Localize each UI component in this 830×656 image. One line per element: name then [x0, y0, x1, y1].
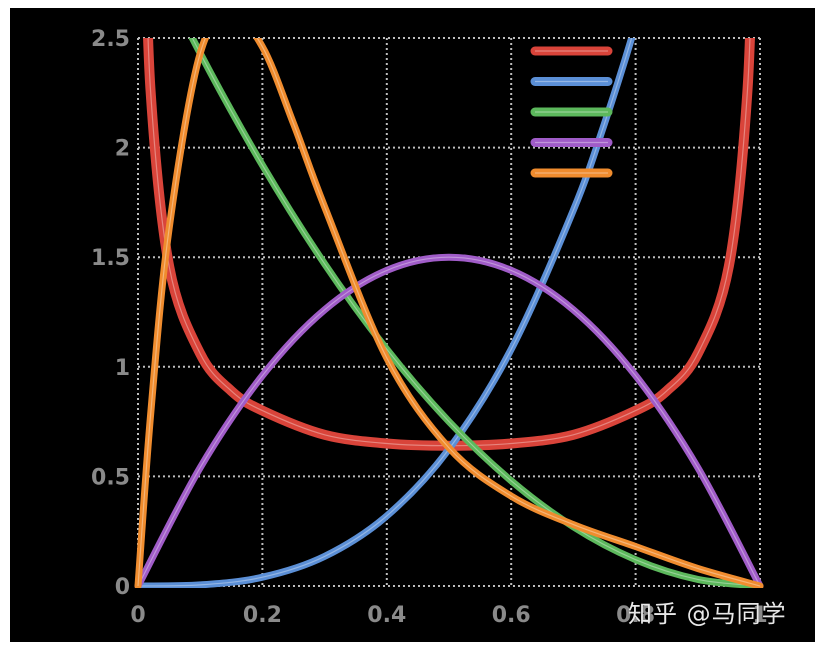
- series-lines: [134, 38, 764, 588]
- series-highlight-3: [191, 38, 761, 587]
- series-highlight-1: [147, 38, 751, 447]
- x-tick-label: 0.6: [492, 603, 531, 628]
- tick-labels: 0 0.2 0.4 0.6 0.8 1 0 0.5 1 1.5 2 2.5: [91, 27, 768, 628]
- x-tick-label: 0: [130, 603, 145, 628]
- series-highlight-5: [137, 38, 761, 587]
- x-tick-label: 1: [752, 603, 767, 628]
- series-line-3: [188, 38, 764, 588]
- series-line-2: [134, 38, 636, 588]
- series-highlight-4: [137, 256, 761, 587]
- x-tick-label: 0.2: [243, 603, 282, 628]
- watermark-text: 知乎 @马同学: [628, 600, 787, 628]
- series-line-1: [142, 38, 756, 451]
- series-highlight-2: [137, 38, 633, 587]
- y-tick-label: 2: [115, 137, 130, 162]
- legend: [530, 46, 613, 178]
- line-chart: 0 0.2 0.4 0.6 0.8 1 0 0.5 1 1.5 2 2.5: [91, 27, 768, 628]
- x-tick-label: 0.4: [367, 603, 406, 628]
- grid: [137, 37, 761, 587]
- y-tick-label: 2.5: [91, 27, 130, 52]
- x-tick-label: 0.8: [616, 603, 655, 628]
- y-tick-label: 0: [115, 575, 130, 600]
- y-tick-label: 1: [115, 356, 130, 381]
- chart-frame: 0 0.2 0.4 0.6 0.8 1 0 0.5 1 1.5 2 2.5 知乎 @马同学: [10, 8, 815, 642]
- series-line-5: [134, 38, 764, 588]
- series-line-4: [134, 253, 764, 588]
- y-tick-label: 0.5: [91, 465, 130, 490]
- y-tick-label: 1.5: [91, 246, 130, 271]
